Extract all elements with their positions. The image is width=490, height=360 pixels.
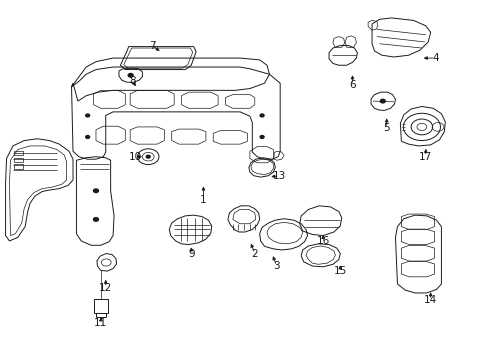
Bar <box>14 150 23 155</box>
Text: 15: 15 <box>334 266 347 276</box>
Text: 11: 11 <box>94 319 107 328</box>
Text: 3: 3 <box>273 261 280 271</box>
Circle shape <box>260 114 264 117</box>
Text: 17: 17 <box>419 152 432 162</box>
Bar <box>14 164 23 168</box>
Text: 14: 14 <box>424 295 437 305</box>
Text: 7: 7 <box>149 41 155 50</box>
Circle shape <box>260 135 264 138</box>
Text: 1: 1 <box>200 195 207 205</box>
Circle shape <box>147 155 150 158</box>
Circle shape <box>128 73 133 77</box>
Circle shape <box>86 114 90 117</box>
Text: 6: 6 <box>349 80 356 90</box>
Circle shape <box>380 99 385 103</box>
Text: 10: 10 <box>128 152 142 162</box>
Text: 5: 5 <box>383 123 390 133</box>
Text: 8: 8 <box>129 76 136 86</box>
Circle shape <box>94 218 98 221</box>
Text: 4: 4 <box>432 53 439 63</box>
Text: 2: 2 <box>251 248 258 258</box>
Bar <box>94 299 108 313</box>
Circle shape <box>86 135 90 138</box>
Circle shape <box>94 189 98 193</box>
Text: 12: 12 <box>99 283 112 293</box>
Text: 13: 13 <box>272 171 286 181</box>
Bar <box>14 158 23 162</box>
Text: 9: 9 <box>188 248 195 258</box>
Text: 16: 16 <box>317 236 330 246</box>
